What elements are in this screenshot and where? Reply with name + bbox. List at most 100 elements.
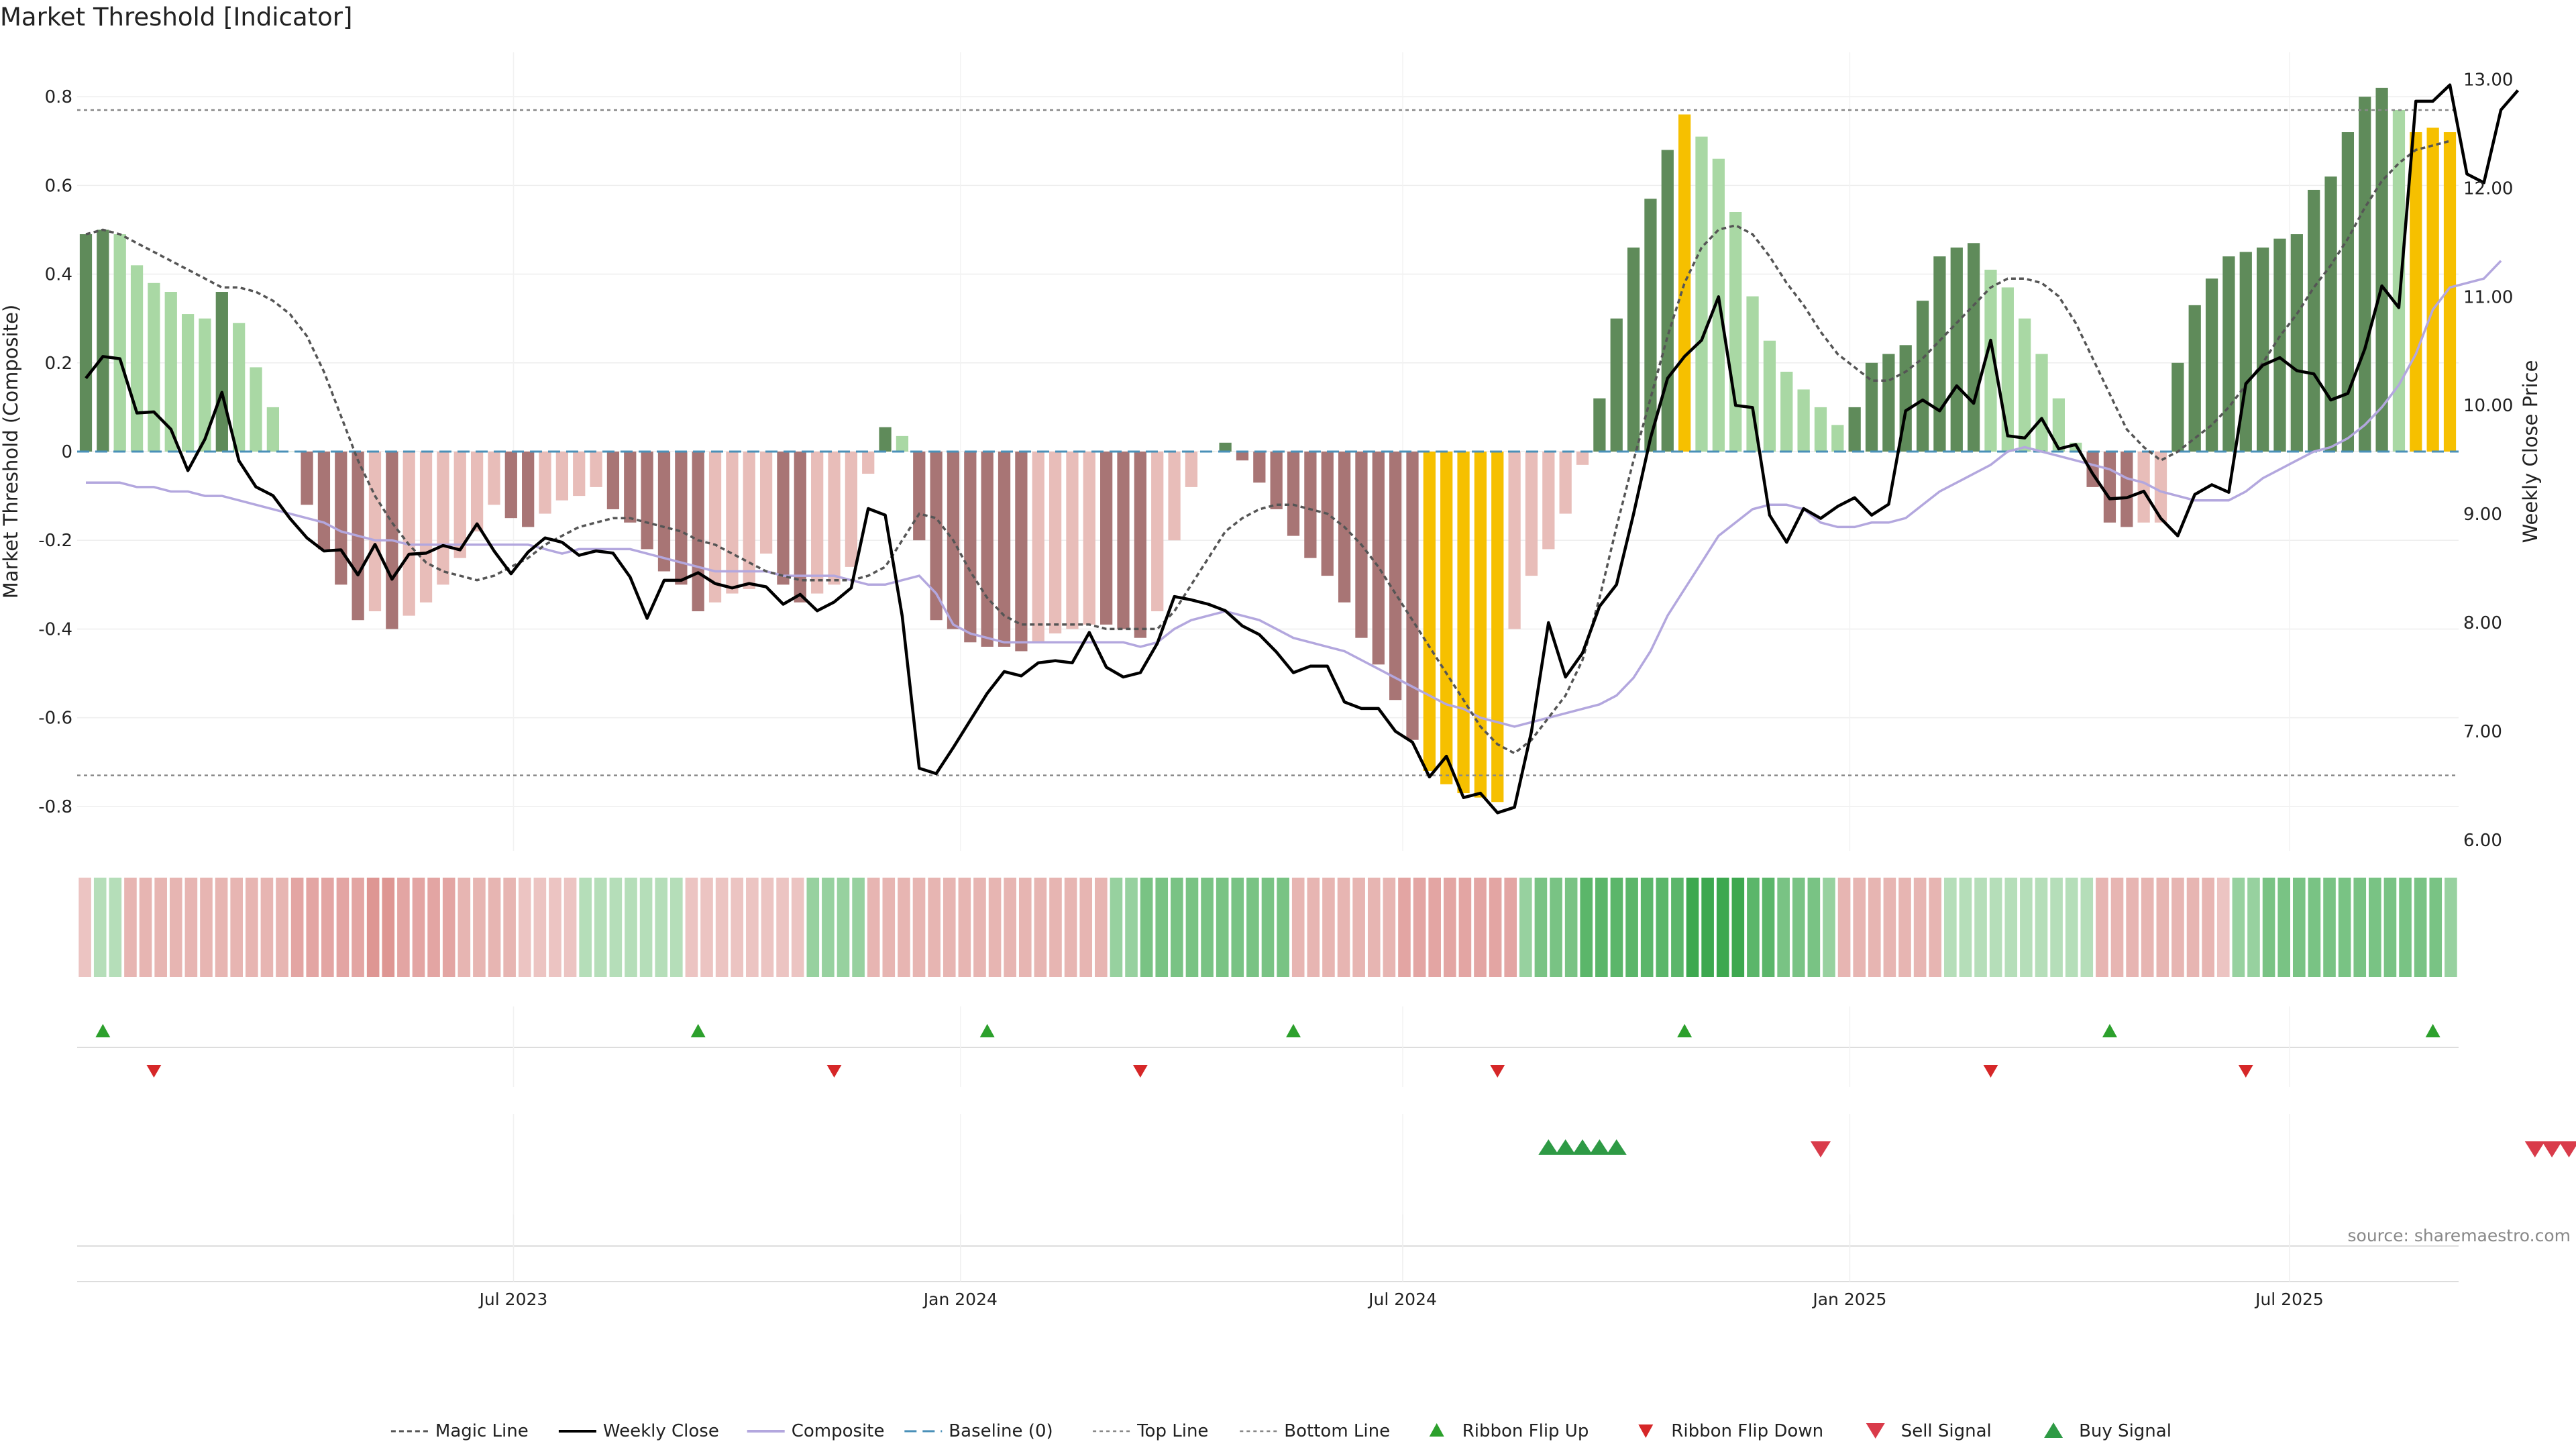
ribbon-flip-down-marker	[826, 1065, 842, 1078]
bar	[1168, 452, 1181, 541]
bar	[2375, 87, 2388, 452]
ribbon-cell	[898, 878, 910, 977]
bar	[777, 452, 790, 585]
bar	[606, 452, 620, 509]
bar	[1015, 452, 1028, 652]
ribbon-cell	[2050, 878, 2063, 977]
ribbon-cell	[1989, 878, 2002, 977]
ribbon-flip-up-marker	[2102, 1024, 2117, 1037]
ribbon-cell	[670, 878, 683, 977]
ribbon-cell	[503, 878, 516, 977]
ribbon-cell	[458, 878, 471, 977]
bar	[2443, 132, 2457, 452]
bar	[692, 452, 704, 611]
y-tick-label: 0	[61, 442, 72, 462]
x-tick-label: Jan 2024	[922, 1290, 998, 1309]
ribbon-cell	[473, 878, 486, 977]
bar	[522, 452, 535, 527]
ribbon-cell	[2141, 878, 2154, 977]
bar	[97, 229, 109, 452]
ribbon-cell	[412, 878, 425, 977]
ribbon-flip-down-marker	[146, 1065, 162, 1078]
ribbon-cell	[882, 878, 896, 977]
legend-item-buy: Buy Signal	[2044, 1421, 2171, 1441]
bar	[1780, 372, 1793, 452]
y-tick-label: 0.6	[45, 176, 72, 196]
bar	[164, 292, 177, 452]
ribbon-cell	[1018, 878, 1032, 977]
ribbon-cell	[2323, 878, 2336, 977]
bar	[726, 452, 739, 594]
ribbon-cell	[1261, 878, 1275, 977]
bar	[1236, 452, 1249, 461]
bar	[335, 452, 347, 585]
bar	[1100, 452, 1113, 625]
bar	[437, 452, 449, 585]
bar	[2171, 362, 2184, 452]
ribbon-cell	[1034, 878, 1047, 977]
ribbon-cell	[1747, 878, 1760, 977]
ribbon-cell	[988, 878, 1002, 977]
bar	[199, 318, 211, 452]
ribbon-cell	[746, 878, 759, 977]
ribbon-cell	[1049, 878, 1062, 977]
bar	[708, 452, 722, 603]
ribbon-cell	[139, 878, 152, 977]
ribbon-flip-up-marker	[2425, 1024, 2440, 1037]
ribbon-cell	[685, 878, 698, 977]
bar	[2392, 109, 2406, 452]
ribbon-cell	[1383, 878, 1396, 977]
legend-item-magic: Magic Line	[390, 1421, 529, 1441]
legend-item-close: Weekly Close	[558, 1421, 719, 1441]
ribbon-cell	[1837, 878, 1851, 977]
ribbon-cell	[1792, 878, 1805, 977]
axes: -0.8 -0.6 -0.4 -0.2 0 0.2 0.4 0.6 0.8 6.00 7.00 8.0…	[0, 70, 2542, 850]
bar	[1066, 452, 1079, 629]
ribbon-cell	[1185, 878, 1199, 977]
ribbon-cell	[488, 878, 501, 977]
ribbon-cell	[2232, 878, 2245, 977]
bar	[1933, 256, 1946, 452]
ribbon-cell	[1823, 878, 1835, 977]
bar	[1882, 354, 1895, 452]
ribbon-cell	[306, 878, 319, 977]
bar	[675, 452, 688, 585]
bar	[2222, 256, 2235, 452]
ribbon-cell	[609, 878, 623, 977]
ribbon-cell	[1458, 878, 1472, 977]
ribbon-cell	[2126, 878, 2139, 977]
ribbon-cell	[1443, 878, 1456, 977]
bar	[981, 452, 994, 647]
bar	[1270, 452, 1283, 509]
bar	[759, 452, 773, 554]
ribbon-cell	[2080, 878, 2094, 977]
bar	[794, 452, 806, 603]
bar	[2410, 132, 2422, 452]
ribbon-cell	[246, 878, 258, 977]
bar	[1984, 269, 1997, 452]
bar	[2001, 287, 2014, 452]
weekly-close-line	[85, 83, 2520, 815]
bar	[2154, 452, 2167, 523]
ribbon-cell	[124, 878, 137, 977]
ribbon-cell	[776, 878, 789, 977]
y2-tick-label: 13.00	[2463, 70, 2513, 90]
y2-tick-label: 12.00	[2463, 178, 2513, 199]
bar	[470, 452, 484, 531]
ribbon-cell	[564, 878, 577, 977]
bar	[2019, 318, 2031, 452]
series-lines	[77, 83, 2520, 815]
bar	[79, 234, 93, 452]
bar	[2052, 398, 2065, 452]
bar	[1968, 243, 1980, 452]
ribbon-cell	[1064, 878, 1077, 977]
sell-signal-marker	[2542, 1141, 2563, 1157]
bar	[266, 407, 280, 452]
ribbon-cell	[928, 878, 941, 977]
ribbon-cell	[321, 878, 334, 977]
grid	[77, 52, 2459, 851]
legend-item-composite: Composite	[747, 1421, 884, 1441]
ribbon-cell	[822, 878, 835, 977]
